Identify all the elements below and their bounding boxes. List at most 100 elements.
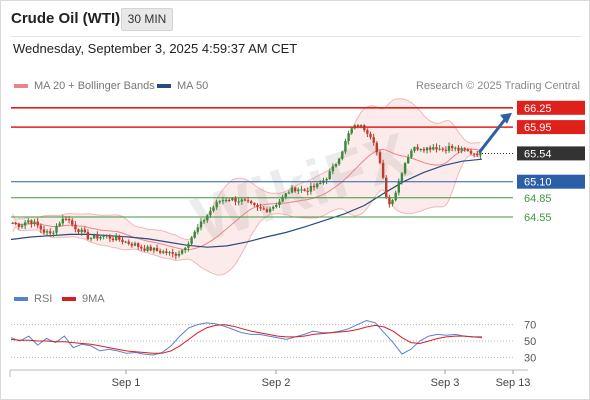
candle-body	[375, 142, 378, 153]
candle	[165, 248, 168, 256]
candle-body	[33, 221, 36, 225]
candle-body	[206, 215, 209, 221]
candle-body	[256, 205, 259, 208]
candle-body	[432, 147, 435, 150]
candle-body	[177, 253, 181, 256]
candle-body	[149, 246, 152, 251]
candle	[174, 251, 178, 260]
candle	[422, 146, 426, 153]
candle-body	[168, 252, 171, 254]
candle-body	[460, 148, 463, 151]
candle-body	[196, 227, 199, 232]
candle-body	[246, 200, 250, 202]
candle	[180, 249, 184, 255]
candle	[130, 241, 134, 248]
candle	[253, 202, 256, 207]
candle	[240, 197, 243, 205]
candle-body	[180, 250, 184, 254]
candle-body	[419, 149, 422, 150]
candle	[118, 234, 121, 242]
candle-body	[93, 235, 96, 239]
candle	[89, 236, 93, 242]
candle-body	[259, 207, 262, 209]
candle-body	[378, 152, 382, 163]
candle-body	[71, 220, 74, 225]
candle-body	[328, 171, 331, 179]
candle-body	[312, 185, 316, 188]
candle-body	[49, 231, 52, 234]
candle	[74, 221, 77, 233]
candle-body	[218, 201, 221, 203]
candle	[83, 226, 86, 234]
candle	[344, 138, 347, 154]
candle	[55, 223, 58, 237]
level-tag	[517, 146, 585, 161]
candle	[303, 188, 306, 192]
candle	[86, 229, 90, 241]
candle	[372, 133, 375, 146]
candle-body	[457, 147, 460, 151]
candle	[275, 202, 278, 209]
candle	[347, 130, 350, 145]
candle-body	[422, 149, 426, 151]
rsi-line	[10, 319, 483, 356]
candle	[381, 159, 385, 180]
candle-body	[297, 189, 300, 192]
candle	[444, 146, 448, 154]
candle-body	[372, 137, 375, 143]
candle-body	[463, 148, 466, 150]
candle	[209, 207, 212, 218]
candle-body	[350, 128, 353, 134]
candle-body	[262, 208, 265, 210]
candle-body	[190, 237, 193, 244]
candle-body	[444, 149, 448, 151]
candle-body	[253, 203, 256, 205]
candle	[469, 148, 473, 155]
candle-body	[171, 252, 174, 254]
candle-body	[80, 229, 83, 233]
candle-body	[193, 231, 196, 238]
candle	[184, 246, 187, 254]
candle-body	[275, 205, 278, 207]
candle-body	[284, 193, 287, 197]
candle	[20, 223, 24, 229]
candle	[155, 244, 159, 252]
candle	[218, 200, 221, 205]
candle	[341, 150, 344, 161]
ma9-line	[10, 324, 482, 354]
level-label: 66.25	[524, 103, 552, 115]
candle	[168, 250, 171, 256]
candle-body	[331, 166, 335, 172]
candle-body	[121, 239, 124, 242]
candle	[435, 143, 438, 153]
level-64-55: 64.55	[11, 212, 552, 224]
candle	[80, 227, 83, 236]
candle	[71, 218, 74, 227]
candle	[77, 228, 80, 234]
rsi-swatch-icon	[14, 297, 28, 301]
candle	[391, 199, 394, 207]
candle-body	[325, 179, 328, 181]
candle-body	[281, 197, 284, 202]
candle	[99, 236, 102, 241]
candle-body	[36, 221, 39, 226]
legend-rsi-label: RSI	[34, 293, 53, 305]
candle-body	[394, 192, 397, 201]
x-tick: Sep 2	[262, 370, 290, 389]
ma20-swatch-icon	[14, 84, 28, 88]
candle-body	[265, 209, 269, 212]
candle-body	[347, 133, 350, 141]
timeframe-badge[interactable]: 30 MIN	[121, 8, 173, 31]
candle-body	[407, 157, 410, 164]
level-64-85: 64.85	[11, 193, 552, 205]
candle	[111, 236, 115, 242]
candle	[14, 221, 17, 226]
candle	[473, 152, 476, 158]
candle-body	[11, 222, 14, 224]
candle-body	[215, 202, 218, 208]
candle-body	[287, 192, 291, 194]
candle-body	[108, 235, 112, 239]
x-tick-label: Sep 1	[112, 377, 141, 389]
candle-body	[454, 147, 457, 149]
candle	[366, 128, 369, 138]
